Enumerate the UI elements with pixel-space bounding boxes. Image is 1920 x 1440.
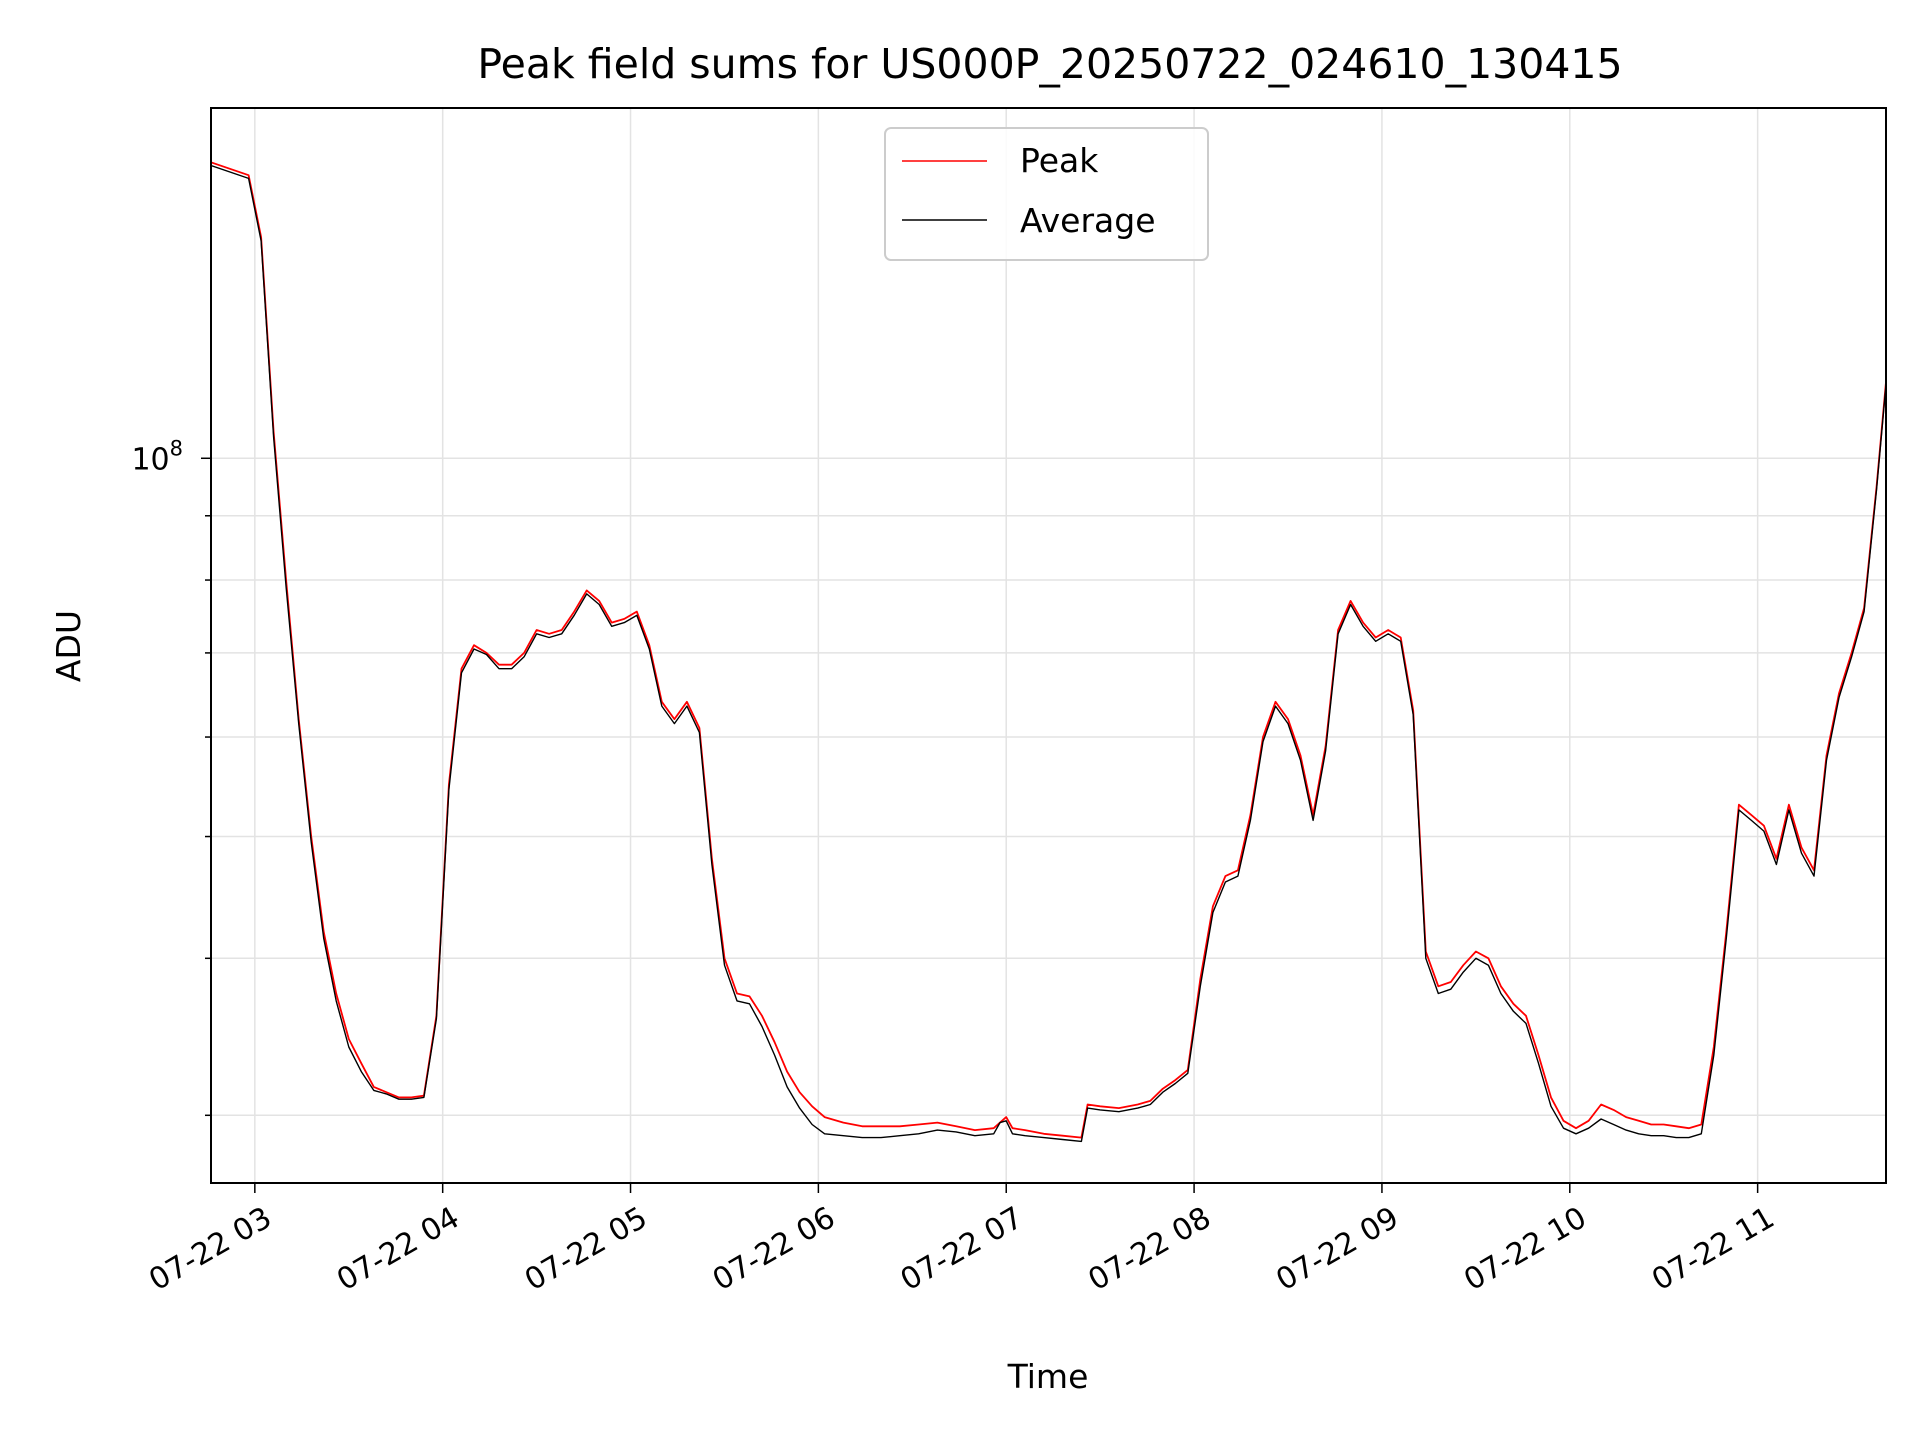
legend-average-label: Average (1020, 201, 1156, 240)
y-axis-label: ADU (49, 610, 88, 682)
series-line-average (211, 164, 1886, 1143)
x-axis-label: Time (1007, 1357, 1089, 1396)
plot-frame (210, 107, 1887, 1184)
legend: Peak Average (884, 127, 1209, 261)
series-layer (211, 161, 1886, 1143)
series-group (211, 161, 1886, 1143)
chart-title: Peak field sums for US000P_20250722_0246… (477, 40, 1622, 88)
grid (211, 108, 1886, 1183)
y-tick-label: 108 (131, 436, 183, 477)
y-axis: 108 (131, 436, 211, 1117)
legend-peak-label: Peak (1020, 141, 1099, 180)
